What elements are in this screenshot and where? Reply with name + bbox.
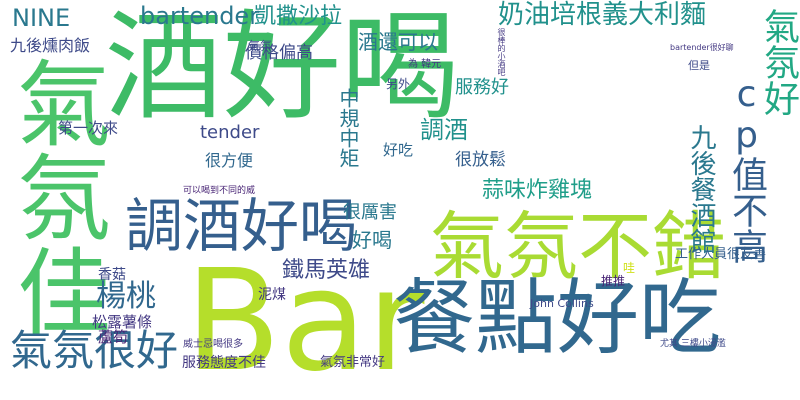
word: 可以喝到不同的威 — [183, 186, 256, 196]
word: 很方便 — [205, 151, 254, 170]
word: 氣氛佳 — [1, 55, 110, 337]
word: 奶油培根義大利麵 — [498, 0, 707, 30]
word: 楊桃 — [96, 279, 156, 314]
word: 氣氛不錯 — [430, 204, 726, 290]
word: 氣氛很好 — [10, 326, 179, 375]
word: 另外 — [386, 77, 411, 91]
word: 推推 — [601, 274, 626, 288]
word: 為 韓元 — [408, 59, 442, 70]
word: 調酒好喝 — [125, 192, 358, 260]
word: 但是 — [688, 59, 710, 72]
word: cp值不高 — [726, 74, 767, 264]
word: 鐵馬英雄 — [282, 258, 371, 283]
word: 九後餐酒館 — [686, 124, 716, 254]
word: 松露薯條 — [92, 313, 153, 331]
word: 酒還可以 — [358, 30, 438, 54]
word: 服務態度不佳 — [182, 355, 266, 371]
word: 服務好 — [455, 77, 509, 98]
word: NINE — [12, 4, 71, 32]
word: 尤其 三樓小浸濫 — [660, 339, 726, 349]
word: 很棒的小酒吧 — [497, 28, 506, 76]
word: 泥煤 — [258, 287, 286, 303]
word: 中規中矩 — [336, 88, 360, 168]
word: bartender — [140, 2, 260, 30]
word: 氣氛好 — [758, 8, 799, 116]
word: 第一次來 — [58, 119, 119, 137]
word: 很放鬆 — [455, 150, 506, 170]
word: 價格偏高 — [245, 43, 313, 63]
word: 好吃 — [383, 141, 414, 159]
word: 威士忌喝很多 — [183, 339, 243, 350]
word: 香菇 — [98, 267, 126, 283]
word: tender — [200, 122, 260, 143]
word: 九後燻肉飯 — [10, 36, 91, 55]
word: 氣氛 — [248, 39, 273, 53]
word: 氣氛非常好 — [320, 355, 386, 370]
word: 很厲害 — [343, 202, 397, 223]
word: 哇 — [623, 261, 636, 275]
word: 蘆筍 — [98, 328, 129, 346]
word: 工作人員很友善 — [675, 247, 767, 262]
word: 酒好喝 — [105, 0, 460, 136]
word: Bar — [185, 240, 425, 400]
word: 好喝 — [352, 228, 392, 252]
word: bartender很好聊 — [670, 43, 734, 52]
word: 餐點好吃 — [393, 271, 722, 366]
word: 調酒 — [420, 116, 468, 144]
word: John Collins — [530, 297, 594, 310]
word: 凱撒沙拉 — [254, 4, 343, 29]
word: 蒜味炸雞塊 — [482, 178, 593, 203]
